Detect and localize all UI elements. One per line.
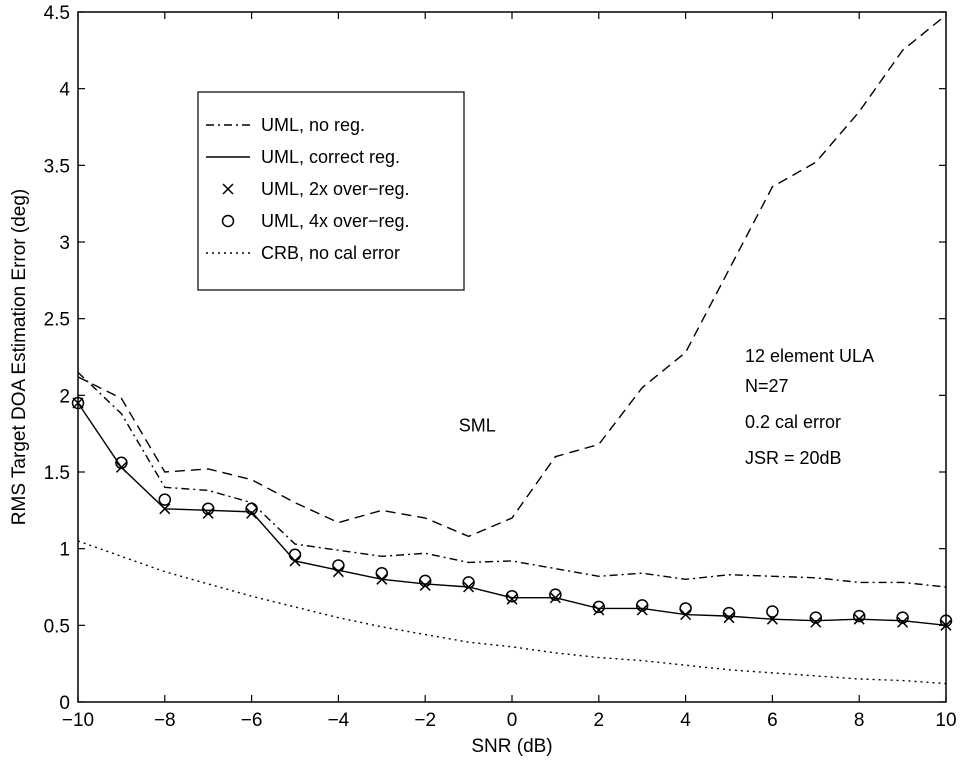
y-tick-label: 4 — [59, 80, 70, 101]
y-tick-label: 4.5 — [44, 3, 70, 24]
data-point — [636, 604, 648, 616]
sml-series-label: SML — [459, 416, 496, 436]
legend-entry: UML, no reg. — [206, 115, 365, 135]
data-point — [71, 396, 85, 410]
x-axis-label: SNR (dB) — [471, 736, 552, 757]
x-tick-label: 10 — [935, 710, 956, 731]
series-uml-correct-reg — [77, 402, 947, 627]
x-tick-label: 8 — [854, 710, 865, 731]
x-tick-label: −8 — [154, 710, 176, 731]
x-tick-label: −6 — [241, 710, 263, 731]
series-uml-4x-over-reg — [71, 396, 953, 627]
data-point — [288, 548, 302, 562]
x-tick-label: 0 — [507, 710, 518, 731]
data-point — [679, 602, 692, 615]
x-tick-label: 6 — [767, 710, 778, 731]
data-point — [332, 559, 345, 572]
annotation-box: 12 element ULA N=27 0.2 cal error JSR = … — [745, 346, 874, 468]
series-line — [77, 402, 947, 627]
legend-entry: UML, correct reg. — [206, 147, 400, 167]
legend-label: UML, no reg. — [261, 115, 365, 135]
annotation-snapshots: N=27 — [745, 376, 789, 396]
data-point — [592, 600, 606, 614]
legend-entry: UML, 2x over−reg. — [222, 179, 410, 199]
data-point — [810, 616, 822, 628]
y-axis-label: RMS Target DOA Estimation Error (deg) — [9, 189, 30, 525]
y-tick-label: 1.5 — [44, 463, 70, 484]
data-point — [940, 619, 952, 631]
data-point — [852, 609, 866, 623]
data-point — [375, 566, 389, 580]
annotation-array: 12 element ULA — [745, 346, 874, 366]
x-tick-label: 4 — [680, 710, 691, 731]
y-tick-label: 2.5 — [44, 310, 70, 331]
data-point — [505, 589, 519, 603]
data-point — [506, 593, 518, 605]
data-point — [939, 614, 953, 627]
data-point — [419, 579, 431, 591]
data-point — [115, 456, 128, 470]
x-tick-label: −4 — [328, 710, 350, 731]
data-point — [549, 588, 562, 601]
data-point — [418, 574, 432, 588]
series-sml — [77, 14, 947, 538]
data-point — [115, 461, 127, 473]
data-point — [246, 507, 258, 519]
legend-marker — [222, 183, 234, 195]
legend-label: UML, 2x over−reg. — [261, 179, 410, 199]
y-tick-label: 1 — [59, 540, 70, 561]
data-point — [593, 604, 605, 616]
x-tick-label: 2 — [594, 710, 605, 731]
data-point — [722, 606, 736, 620]
legend-entries: UML, no reg. UML, correct reg. UML, 2x ove… — [206, 115, 410, 263]
series-line — [77, 371, 947, 588]
data-point — [158, 493, 172, 506]
data-point — [635, 599, 649, 612]
legend-marker — [221, 214, 235, 228]
annotation-jsr: JSR = 20dB — [745, 448, 842, 468]
data-point — [853, 613, 865, 625]
data-point — [766, 605, 779, 618]
data-point — [462, 576, 475, 589]
data-point — [896, 611, 909, 624]
legend-label: UML, correct reg. — [261, 147, 400, 167]
y-tick-label: 0.5 — [44, 616, 70, 637]
series-line — [77, 14, 947, 538]
data-point — [159, 503, 171, 515]
legend-entry: UML, 4x over−reg. — [221, 211, 410, 231]
y-tick-label: 0 — [59, 693, 70, 714]
data-point — [201, 502, 215, 516]
legend-label: CRB, no cal error — [261, 243, 400, 263]
legend-label: UML, 4x over−reg. — [261, 211, 410, 231]
x-tick-label: −10 — [62, 710, 94, 731]
series-layer — [71, 14, 953, 685]
series-crb-no-cal-error — [77, 540, 947, 685]
series-uml-no-reg — [77, 371, 947, 588]
legend: UML, no reg. UML, correct reg. UML, 2x ove… — [197, 91, 465, 291]
legend-entry: CRB, no cal error — [206, 243, 400, 263]
data-point — [809, 611, 823, 624]
x-tick-label: −2 — [414, 710, 436, 731]
data-point — [202, 507, 214, 519]
axis-ticks: −10 −8 −6 −4 −2 0 2 4 6 8 10 0 0.5 1 1.5 2 2.5 3 3.5 4 4.5 — [44, 3, 957, 731]
data-point — [245, 502, 258, 516]
y-tick-label: 3 — [59, 233, 70, 254]
data-point — [463, 581, 475, 593]
data-point — [897, 616, 909, 628]
annotation-cal-error: 0.2 cal error — [745, 412, 841, 432]
series-line — [77, 540, 947, 685]
y-tick-label: 3.5 — [44, 156, 70, 177]
data-point — [723, 612, 735, 624]
y-tick-label: 2 — [59, 386, 70, 407]
data-point — [72, 397, 84, 409]
data-point — [549, 592, 561, 604]
